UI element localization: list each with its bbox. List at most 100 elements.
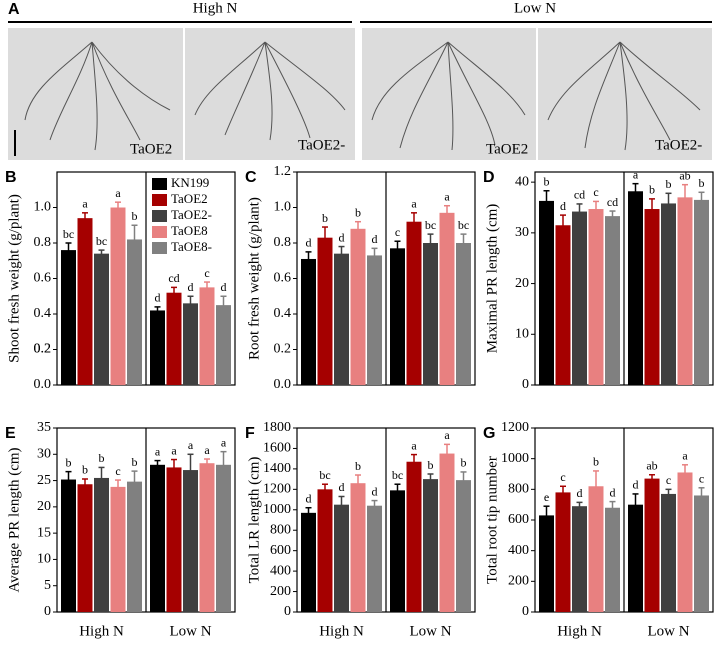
bar	[456, 480, 471, 612]
significance-letter: b	[132, 455, 138, 469]
significance-letter: c	[593, 185, 598, 199]
significance-letter: ab	[646, 459, 657, 473]
significance-letter: d	[306, 236, 312, 250]
y-axis-label: Total root tip number	[484, 456, 500, 584]
y-tick-label: 800	[270, 522, 291, 537]
photo-label: TaOE2-	[298, 137, 345, 153]
y-tick-label: 0	[522, 377, 529, 392]
bar	[317, 489, 333, 612]
panel-label: D	[483, 169, 495, 186]
bar	[572, 211, 587, 385]
y-tick-label: 10	[37, 552, 51, 567]
bar	[199, 463, 215, 612]
significance-letter: b	[593, 455, 599, 469]
photo-label: TaOE2	[486, 141, 528, 157]
y-tick-label: 1.2	[274, 164, 292, 179]
y-tick-label: 40	[515, 174, 529, 189]
significance-letter: b	[461, 456, 467, 470]
significance-letter: a	[115, 186, 121, 200]
bar	[644, 478, 660, 612]
y-tick-label: 0.2	[274, 342, 292, 357]
y-tick-label: 30	[37, 447, 51, 462]
significance-letter: a	[411, 197, 417, 211]
y-tick-label: 0.2	[34, 342, 52, 357]
significance-letter: cd	[168, 271, 179, 285]
significance-letter: b	[666, 177, 672, 191]
significance-letter: c	[395, 225, 400, 239]
bar	[61, 250, 76, 385]
significance-letter: b	[99, 451, 105, 465]
bar	[350, 483, 366, 612]
bar	[694, 199, 709, 385]
bar	[661, 493, 676, 612]
heading: High N	[193, 0, 238, 16]
bar	[301, 512, 316, 612]
significance-letter: a	[188, 438, 194, 452]
photo	[538, 28, 712, 160]
legend-swatch	[152, 194, 167, 206]
y-tick-label: 200	[270, 584, 291, 599]
y-tick-label: 1200	[263, 482, 291, 497]
legend-label: KN199	[171, 175, 209, 190]
bar	[605, 216, 620, 385]
bar	[539, 200, 554, 385]
bar	[644, 209, 660, 385]
y-tick-label: 1000	[263, 502, 291, 517]
significance-letter: bc	[63, 227, 74, 241]
bar	[439, 453, 455, 612]
y-tick-label: 600	[508, 512, 529, 527]
significance-letter: d	[339, 230, 345, 244]
bar	[367, 255, 382, 385]
bar	[406, 461, 422, 612]
bar	[77, 484, 93, 612]
bar	[127, 481, 142, 612]
y-tick-label: 20	[37, 499, 51, 514]
significance-letter: a	[444, 189, 450, 203]
significance-letter: a	[682, 449, 688, 463]
significance-letter: b	[649, 183, 655, 197]
significance-letter: bc	[458, 218, 469, 232]
significance-letter: a	[155, 444, 161, 458]
y-tick-label: 800	[508, 482, 529, 497]
y-tick-label: 1000	[501, 451, 529, 466]
bar	[605, 507, 620, 612]
bar	[77, 218, 93, 385]
legend-swatch	[152, 210, 167, 222]
bar	[423, 479, 438, 612]
photo	[8, 28, 183, 160]
legend-label: TaOE2	[171, 191, 208, 206]
legend-swatch	[152, 178, 167, 190]
bar	[677, 472, 693, 612]
panel-label: E	[5, 425, 16, 442]
bar	[334, 504, 349, 612]
y-tick-label: 0.6	[274, 271, 292, 286]
bar	[199, 287, 215, 385]
bar	[661, 203, 676, 385]
bar	[588, 486, 604, 612]
roots	[24, 41, 701, 151]
significance-letter: d	[221, 280, 227, 294]
bar	[456, 243, 471, 385]
y-axis-label: Average PR length (cm)	[6, 447, 22, 592]
significance-letter: b	[132, 209, 138, 223]
significance-letter: cd	[607, 195, 618, 209]
x-tick-label: Low N	[409, 623, 451, 639]
significance-letter: d	[372, 484, 378, 498]
significance-letter: a	[171, 443, 177, 457]
y-axis-label: Shoot fresh weight (g/plant)	[6, 194, 22, 363]
bar	[694, 495, 709, 612]
bar	[183, 470, 198, 612]
bar	[628, 191, 643, 385]
bar	[588, 209, 604, 385]
bar	[572, 506, 587, 612]
significance-letter: bc	[425, 218, 436, 232]
significance-letter: b	[355, 459, 361, 473]
y-tick-label: 200	[508, 574, 529, 589]
bar	[350, 228, 366, 385]
bar	[555, 225, 571, 385]
legend-label: TaOE8-	[171, 239, 212, 254]
legend-swatch	[152, 242, 167, 254]
y-tick-label: 1.0	[34, 200, 52, 215]
significance-letter: ab	[679, 168, 690, 182]
